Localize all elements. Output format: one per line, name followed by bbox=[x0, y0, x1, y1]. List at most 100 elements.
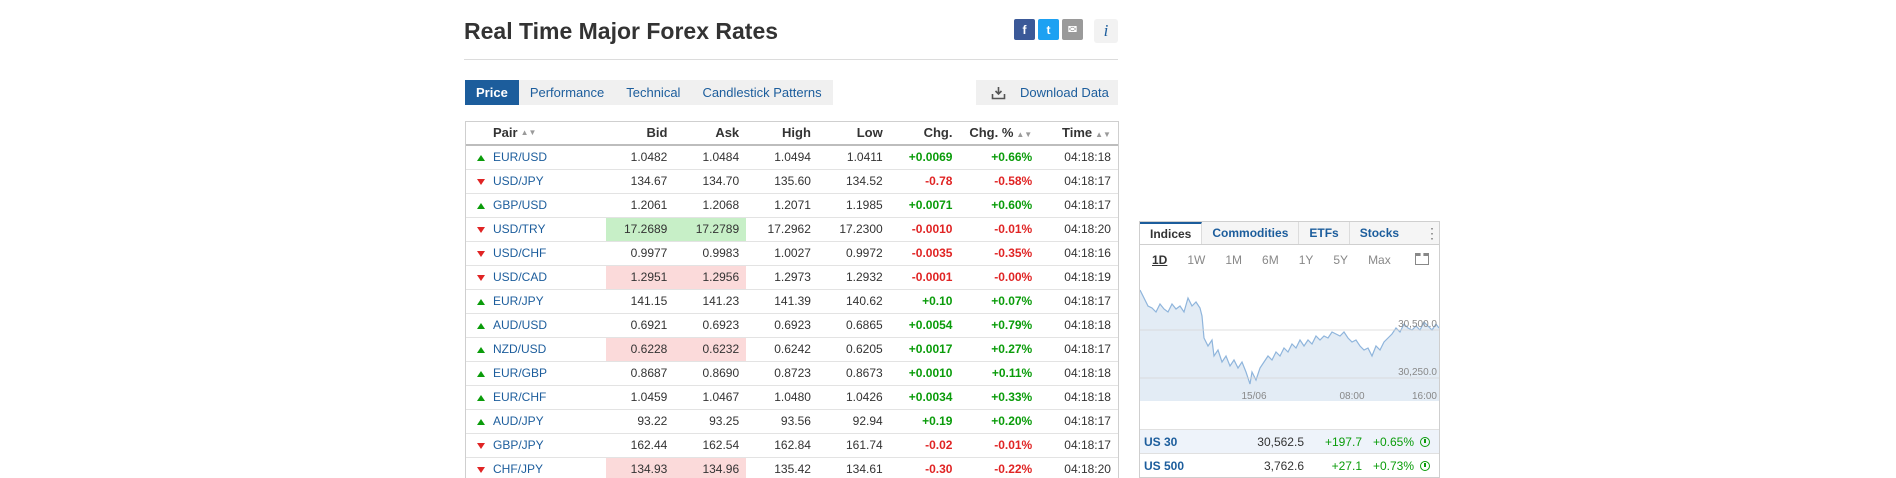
pair-link[interactable]: NZD/USD bbox=[493, 342, 547, 356]
sort-icon: ▲▼ bbox=[520, 128, 537, 137]
info-icon[interactable]: i bbox=[1094, 19, 1118, 43]
chg-pct-cell: +0.60% bbox=[991, 198, 1033, 212]
twitter-share-icon[interactable]: t bbox=[1038, 19, 1059, 40]
column-time[interactable]: Time ▲▼ bbox=[1039, 122, 1118, 144]
pair-link[interactable]: USD/TRY bbox=[493, 222, 546, 236]
table-row[interactable]: GBP/USD 1.2061 1.2068 1.2071 1.1985 +0.0071 +0… bbox=[466, 194, 1118, 218]
table-row[interactable]: AUD/USD 0.6921 0.6923 0.6923 0.6865 +0.0054 +0… bbox=[466, 314, 1118, 338]
facebook-share-icon[interactable]: f bbox=[1014, 19, 1035, 40]
column-bid: Bid bbox=[646, 125, 668, 140]
high-cell: 135.42 bbox=[774, 462, 811, 476]
pair-link[interactable]: USD/CAD bbox=[493, 270, 548, 284]
period-1w[interactable]: 1W bbox=[1187, 253, 1206, 267]
chg-pct-cell: -0.35% bbox=[994, 246, 1033, 260]
quote-last: 30,562.5 bbox=[1257, 434, 1304, 449]
pair-link[interactable]: EUR/GBP bbox=[493, 366, 548, 380]
high-cell: 17.2962 bbox=[767, 222, 811, 236]
bid-cell: 17.2689 bbox=[605, 218, 675, 241]
chg-pct-cell: +0.20% bbox=[991, 414, 1033, 428]
table-row[interactable]: USD/JPY 134.67 134.70 135.60 134.52 -0.78 -0.5… bbox=[466, 170, 1118, 194]
table-row[interactable]: USD/CHF 0.9977 0.9983 1.0027 0.9972 -0.0035 -0… bbox=[466, 242, 1118, 266]
widget-tab-stocks[interactable]: Stocks bbox=[1359, 226, 1400, 240]
table-row[interactable]: EUR/JPY 141.15 141.23 141.39 140.62 +0.10 +0.0… bbox=[466, 290, 1118, 314]
chg-cell: -0.0010 bbox=[911, 222, 953, 236]
pair-link[interactable]: EUR/USD bbox=[493, 150, 548, 164]
widget-tab-etfs[interactable]: ETFs bbox=[1299, 222, 1350, 244]
table-row[interactable]: CHF/JPY 134.93 134.96 135.42 134.61 -0.30 -0.2… bbox=[466, 458, 1118, 478]
pair-link[interactable]: EUR/CHF bbox=[493, 390, 547, 404]
ask-cell: 1.0484 bbox=[702, 150, 740, 164]
quote-row[interactable]: US 30 30,562.5 +197.7 +0.65% bbox=[1140, 429, 1439, 453]
email-share-icon[interactable]: ✉ bbox=[1062, 19, 1083, 40]
x-tick-label: 15/06 bbox=[1241, 391, 1266, 401]
high-cell: 141.39 bbox=[774, 294, 811, 308]
expand-chart-icon[interactable] bbox=[1415, 253, 1429, 265]
low-cell: 1.0426 bbox=[846, 390, 883, 404]
table-row[interactable]: NZD/USD 0.6228 0.6232 0.6242 0.6205 +0.0017 +0… bbox=[466, 338, 1118, 362]
table-row[interactable]: USD/CAD 1.2951 1.2956 1.2973 1.2932 -0.0001 -0… bbox=[466, 266, 1118, 290]
arrow-up-icon bbox=[477, 394, 485, 401]
chg-pct-cell: -0.22% bbox=[994, 462, 1033, 476]
x-tick-label: 08:00 bbox=[1339, 391, 1364, 401]
ask-cell: 162.54 bbox=[702, 438, 740, 452]
pair-link[interactable]: GBP/JPY bbox=[493, 438, 544, 452]
pair-link[interactable]: AUD/JPY bbox=[493, 414, 544, 428]
quote-last: 3,762.6 bbox=[1263, 458, 1304, 473]
tab-candlestick-patterns[interactable]: Candlestick Patterns bbox=[702, 85, 822, 100]
table-row[interactable]: AUD/JPY 93.22 93.25 93.56 92.94 +0.19 +0.20% 04… bbox=[466, 410, 1118, 434]
table-row[interactable]: EUR/USD 1.0482 1.0484 1.0494 1.0411 +0.0069 +0… bbox=[466, 146, 1118, 170]
table-row[interactable]: EUR/GBP 0.8687 0.8690 0.8723 0.8673 +0.0010 +0… bbox=[466, 362, 1118, 386]
bid-cell: 1.2951 bbox=[605, 266, 675, 289]
pair-cell: EUR/CHF bbox=[466, 386, 606, 409]
ask-cell: 1.2956 bbox=[674, 266, 747, 289]
table-header: Pair ▲▼ Bid Ask High Low Chg. Chg. % ▲▼ Ti… bbox=[466, 122, 1118, 146]
period-1y[interactable]: 1Y bbox=[1298, 253, 1314, 267]
pair-cell: AUD/JPY bbox=[466, 410, 606, 433]
column-high: High bbox=[782, 125, 811, 140]
more-options-icon[interactable]: ⋮ bbox=[1425, 225, 1439, 241]
quote-name[interactable]: US 500 bbox=[1144, 458, 1185, 473]
column-chg-pct[interactable]: Chg. % ▲▼ bbox=[959, 122, 1039, 144]
pair-link[interactable]: EUR/JPY bbox=[493, 294, 544, 308]
pair-cell: GBP/USD bbox=[466, 194, 606, 217]
table-row[interactable]: USD/TRY 17.2689 17.2789 17.2962 17.2300 -0.00… bbox=[466, 218, 1118, 242]
ask-cell: 17.2789 bbox=[674, 218, 747, 241]
index-chart[interactable]: 30,500.0 30,250.0 15/06 08:00 16:00 bbox=[1140, 276, 1439, 401]
chg-cell: +0.0071 bbox=[908, 198, 953, 212]
pair-cell: EUR/USD bbox=[466, 146, 606, 169]
forex-rates-table: Pair ▲▼ Bid Ask High Low Chg. Chg. % ▲▼ Ti… bbox=[465, 121, 1119, 478]
pair-link[interactable]: GBP/USD bbox=[493, 198, 548, 212]
tab-price[interactable]: Price bbox=[465, 80, 519, 105]
ask-cell: 0.6923 bbox=[702, 318, 740, 332]
period-max[interactable]: Max bbox=[1368, 253, 1391, 267]
ask-cell: 134.70 bbox=[702, 174, 740, 188]
arrow-down-icon bbox=[477, 274, 485, 281]
period-6m[interactable]: 6M bbox=[1262, 253, 1279, 267]
period-5y[interactable]: 5Y bbox=[1333, 253, 1349, 267]
chg-pct-cell: -0.01% bbox=[994, 222, 1033, 236]
tab-technical[interactable]: Technical bbox=[626, 85, 681, 100]
high-cell: 0.6923 bbox=[774, 318, 811, 332]
widget-tab-commodities[interactable]: Commodities bbox=[1202, 222, 1300, 244]
high-cell: 93.56 bbox=[780, 414, 811, 428]
column-pair[interactable]: Pair ▲▼ bbox=[466, 122, 606, 144]
table-row[interactable]: EUR/CHF 1.0459 1.0467 1.0480 1.0426 +0.0034 +0… bbox=[466, 386, 1118, 410]
pair-link[interactable]: USD/CHF bbox=[493, 246, 547, 260]
pair-link[interactable]: USD/JPY bbox=[493, 174, 544, 188]
pair-link[interactable]: CHF/JPY bbox=[493, 462, 544, 476]
download-data-button[interactable]: Download Data bbox=[976, 80, 1118, 105]
table-row[interactable]: GBP/JPY 162.44 162.54 162.84 161.74 -0.02 -0.0… bbox=[466, 434, 1118, 458]
column-chg-pct-label: Chg. % bbox=[969, 125, 1014, 140]
arrow-down-icon bbox=[477, 250, 485, 257]
chg-pct-cell: +0.79% bbox=[991, 318, 1033, 332]
pair-link[interactable]: AUD/USD bbox=[493, 318, 548, 332]
period-1d[interactable]: 1D bbox=[1152, 253, 1168, 267]
low-cell: 17.2300 bbox=[839, 222, 883, 236]
column-time-label: Time bbox=[1062, 125, 1093, 140]
tab-performance[interactable]: Performance bbox=[529, 85, 605, 100]
widget-tab-indices[interactable]: Indices bbox=[1140, 222, 1203, 244]
high-cell: 1.2071 bbox=[774, 198, 811, 212]
quote-row[interactable]: US 500 3,762.6 +27.1 +0.73% bbox=[1140, 453, 1439, 477]
period-1m[interactable]: 1M bbox=[1225, 253, 1243, 267]
quote-name[interactable]: US 30 bbox=[1144, 434, 1178, 449]
